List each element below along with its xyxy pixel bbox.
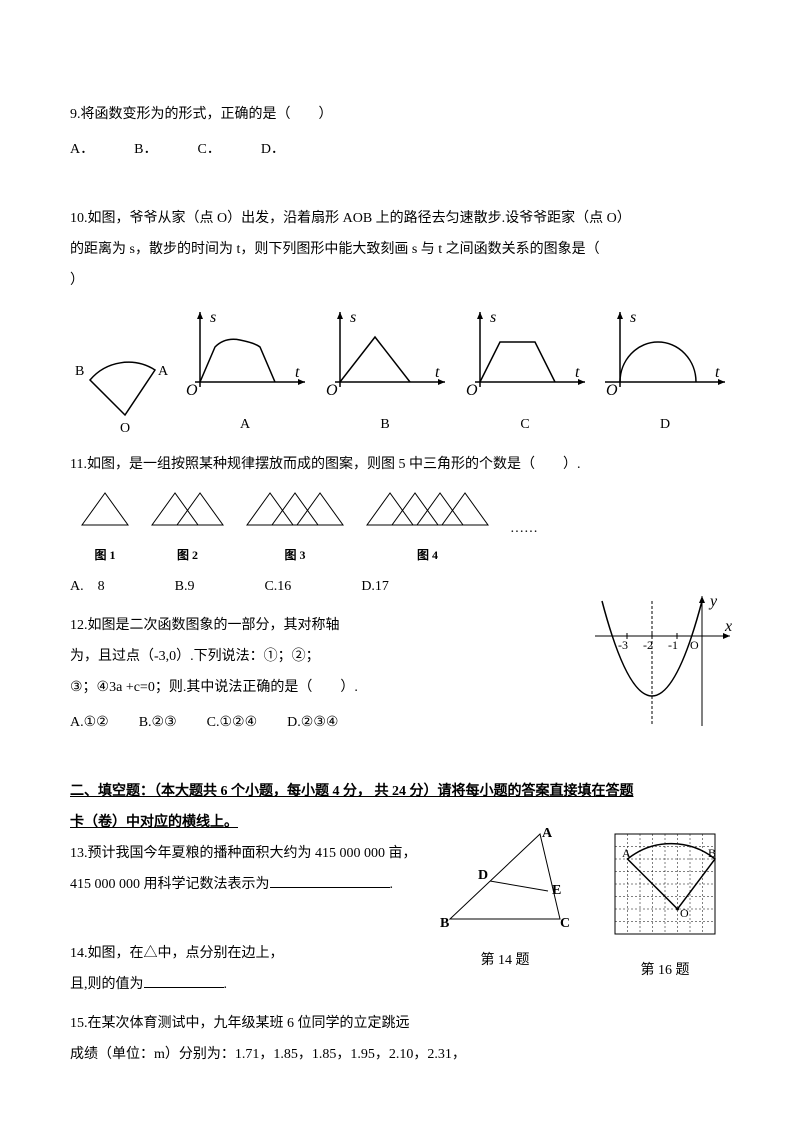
- q13-l2a: 415 000 000 用科学记数法表示为: [70, 877, 270, 892]
- q10-sector-icon: B A O: [70, 340, 170, 440]
- q9-options: A． B． C． D．: [70, 135, 730, 166]
- svg-text:E: E: [552, 883, 561, 898]
- graph-a-label: A: [180, 410, 310, 441]
- svg-text:t: t: [295, 364, 300, 381]
- q10-text-2: 的距离为 s，散步的时间为 t，则下列图形中能大致刻画 s 与 t 之间函数关系…: [70, 235, 730, 266]
- svg-text:O: O: [186, 382, 198, 399]
- q10-text-3: ）: [70, 266, 730, 297]
- q10-graph-d: s t O D: [600, 307, 730, 441]
- q10-graph-c: s t O C: [460, 307, 590, 441]
- section-2-title-2: 卡（卷）中对应的横线上。: [70, 815, 238, 830]
- svg-text:-1: -1: [668, 638, 678, 652]
- q12-graph: y x O -3 -2 -1: [590, 591, 740, 744]
- pattern-3: 图 3: [245, 491, 345, 568]
- svg-text:t: t: [435, 364, 440, 381]
- svg-text:-2: -2: [643, 638, 653, 652]
- svg-text:B: B: [440, 916, 449, 931]
- svg-text:O: O: [690, 638, 699, 652]
- pattern-4: 图 4: [365, 491, 490, 568]
- q12-opt-c: C.①②④: [207, 708, 258, 739]
- svg-text:A: A: [542, 826, 553, 841]
- q9-opt-c: C．: [197, 135, 220, 166]
- svg-text:D: D: [478, 868, 488, 883]
- svg-text:A: A: [622, 846, 631, 860]
- q13-16-block: A B C D E 第 14 题 A: [70, 839, 730, 1071]
- q11-opt-a: A. 8: [70, 572, 105, 603]
- q13-blank: [270, 873, 390, 888]
- svg-text:s: s: [630, 309, 636, 326]
- q14-blank: [144, 973, 224, 988]
- pattern-2: 图 2: [150, 491, 225, 568]
- graph-b-label: B: [320, 410, 450, 441]
- q9-opt-b: B．: [134, 135, 157, 166]
- sector-label-b: B: [75, 364, 84, 379]
- svg-text:s: s: [350, 309, 356, 326]
- question-15: 15.在某次体育测试中，九年级某班 6 位同学的立定跳远 成绩（单位：m）分别为…: [70, 1009, 730, 1071]
- q14-l2a: 且,则的值为: [70, 977, 144, 992]
- q11-text: 11.如图，是一组按照某种规律摆放而成的图案，则图 5 中三角形的个数是（ ）.: [70, 450, 730, 481]
- question-9: 9.将函数变形为的形式，正确的是（ ） A． B． C． D．: [70, 100, 730, 166]
- question-10: 10.如图，爷爷从家（点 O）出发，沿着扇形 AOB 上的路径去匀速散步.设爷爷…: [70, 204, 730, 440]
- q10-graph-a: s t O A: [180, 307, 310, 441]
- q14-l2b: .: [224, 977, 228, 992]
- q15-l1: 15.在某次体育测试中，九年级某班 6 位同学的立定跳远: [70, 1009, 730, 1040]
- q15-l2: 成绩（单位：m）分别为：1.71，1.85，1.85，1.95，2.10，2.3…: [70, 1040, 730, 1071]
- q10-graph-b: s t O B: [320, 307, 450, 441]
- sector-label-o: O: [120, 421, 130, 436]
- q9-opt-d: D．: [261, 135, 285, 166]
- svg-text:t: t: [575, 364, 580, 381]
- svg-text:O: O: [326, 382, 338, 399]
- pattern-dots: ······: [510, 518, 538, 569]
- q11-patterns: 图 1 图 2 图 3 图 4 ····: [80, 491, 730, 568]
- q13-l2b: .: [390, 877, 394, 892]
- svg-text:O: O: [606, 382, 618, 399]
- svg-text:s: s: [490, 309, 496, 326]
- q12-opt-a: A.①②: [70, 708, 109, 739]
- svg-text:C: C: [560, 916, 570, 931]
- q12-opt-b: B.②③: [139, 708, 177, 739]
- question-11: 11.如图，是一组按照某种规律摆放而成的图案，则图 5 中三角形的个数是（ ）.…: [70, 450, 730, 603]
- graph-c-label: C: [460, 410, 590, 441]
- q11-opt-d: D.17: [361, 572, 389, 603]
- pattern-1: 图 1: [80, 491, 130, 568]
- svg-text:s: s: [210, 309, 216, 326]
- svg-text:t: t: [715, 364, 720, 381]
- q14-figure: A B C D E 第 14 题: [440, 829, 570, 977]
- sector-label-a: A: [158, 364, 169, 379]
- q9-text: 9.将函数变形为的形式，正确的是（ ）: [70, 100, 730, 131]
- q16-caption: 第 16 题: [610, 956, 720, 987]
- q9-opt-a: A．: [70, 135, 94, 166]
- q10-figures: B A O s t O A: [70, 307, 730, 441]
- q10-text-1: 10.如图，爷爷从家（点 O）出发，沿着扇形 AOB 上的路径去匀速散步.设爷爷…: [70, 204, 730, 235]
- q11-opt-c: C.16: [264, 572, 291, 603]
- svg-text:O: O: [680, 906, 689, 920]
- svg-text:B: B: [708, 846, 716, 860]
- section-2-title-1: 二、填空题：（本大题共 6 个小题，每小题 4 分， 共 24 分）请将每小题的…: [70, 784, 634, 799]
- question-12: y x O -3 -2 -1 12.如图是二次函数图象的一部分，其对称轴 为，且…: [70, 611, 730, 738]
- q16-figure: A B O 第 16 题: [610, 829, 720, 987]
- graph-d-label: D: [600, 410, 730, 441]
- svg-text:-3: -3: [618, 638, 628, 652]
- q11-opt-b: B.9: [175, 572, 195, 603]
- svg-text:O: O: [466, 382, 478, 399]
- svg-text:y: y: [708, 593, 718, 610]
- svg-text:x: x: [724, 618, 732, 635]
- q12-opt-d: D.②③④: [287, 708, 338, 739]
- q14-caption: 第 14 题: [440, 946, 570, 977]
